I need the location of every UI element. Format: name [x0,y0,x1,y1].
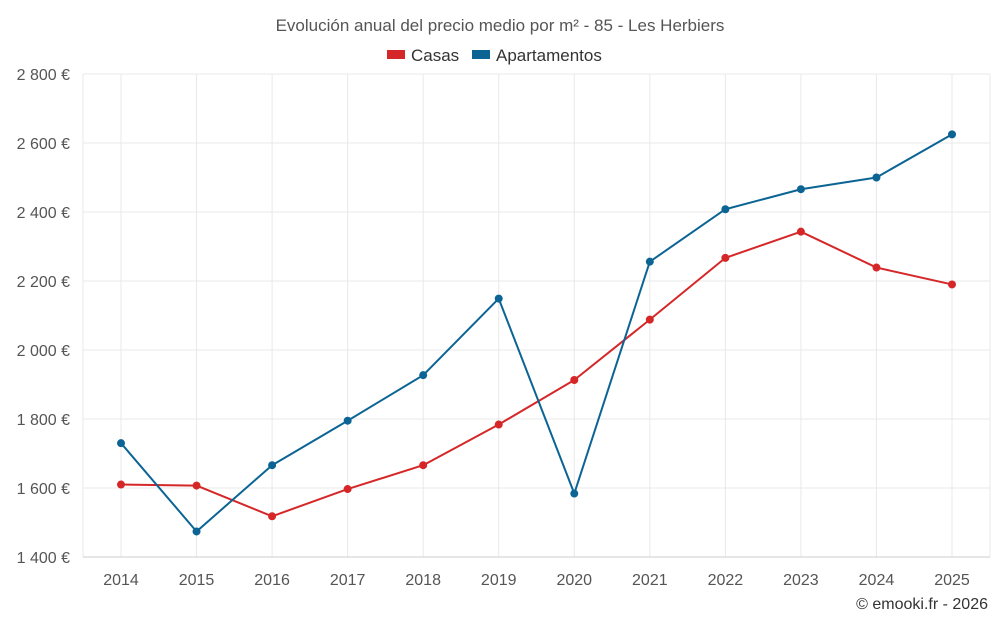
x-tick-label: 2016 [254,572,290,589]
legend-swatch-casas [387,50,405,59]
data-point-casas[interactable] [117,480,125,489]
data-point-apartamentos[interactable] [570,489,579,498]
y-tick-label: 1 800 € [17,412,70,429]
data-point-apartamentos[interactable] [117,439,125,448]
data-point-apartamentos[interactable] [343,416,352,425]
y-tick-label: 2 200 € [17,274,70,291]
legend-label-casas[interactable]: Casas [411,46,459,65]
x-tick-label: 2017 [330,572,366,589]
y-tick-label: 2 600 € [17,136,70,153]
legend-label-apartamentos[interactable]: Apartamentos [496,46,602,65]
data-point-casas[interactable] [570,376,579,385]
data-point-casas[interactable] [796,227,805,236]
data-point-casas[interactable] [192,481,201,490]
y-tick-label: 2 800 € [17,67,70,84]
x-tick-label: 2015 [179,572,215,589]
x-tick-label: 2022 [708,572,744,589]
legend: Casas Apartamentos [387,46,602,65]
data-point-casas[interactable] [268,512,277,521]
data-point-apartamentos[interactable] [645,257,654,266]
x-tick-label: 2023 [783,572,819,589]
chart-title: Evolución anual del precio medio por m² … [276,16,725,35]
y-tick-label: 1 400 € [17,550,70,567]
legend-swatch-apartamentos [472,50,490,59]
series-line-apartamentos [120,133,953,533]
credit-text: © emooki.fr - 2026 [856,596,988,613]
axes: 1 400 € 1 600 € 1 800 € 2 000 € 2 200 € 2 400… [17,67,990,589]
series [117,130,956,536]
data-point-casas[interactable] [721,253,730,262]
data-point-casas[interactable] [645,315,654,324]
data-point-casas[interactable] [948,280,956,289]
data-point-apartamentos[interactable] [192,527,201,536]
data-point-casas[interactable] [419,461,428,470]
y-tick-label: 2 400 € [17,205,70,222]
y-tick-label: 1 600 € [17,481,70,498]
grid [82,73,991,557]
data-point-apartamentos[interactable] [268,461,277,470]
data-point-apartamentos[interactable] [872,173,881,182]
data-point-apartamentos[interactable] [948,130,956,139]
y-tick-label: 2 000 € [17,343,70,360]
data-point-apartamentos[interactable] [494,294,503,303]
data-point-apartamentos[interactable] [721,205,730,214]
series-line-casas [120,230,953,518]
x-tick-label: 2018 [405,572,441,589]
x-tick-label: 2019 [481,572,517,589]
data-point-casas[interactable] [872,263,881,272]
x-tick-label: 2024 [859,572,895,589]
x-tick-label: 2020 [556,572,592,589]
x-tick-label: 2014 [103,572,139,589]
data-point-apartamentos[interactable] [419,371,428,380]
data-point-casas[interactable] [494,420,503,429]
data-point-casas[interactable] [343,485,352,494]
data-point-apartamentos[interactable] [796,185,805,194]
x-tick-label: 2021 [632,572,668,589]
x-tick-label: 2025 [934,572,970,589]
